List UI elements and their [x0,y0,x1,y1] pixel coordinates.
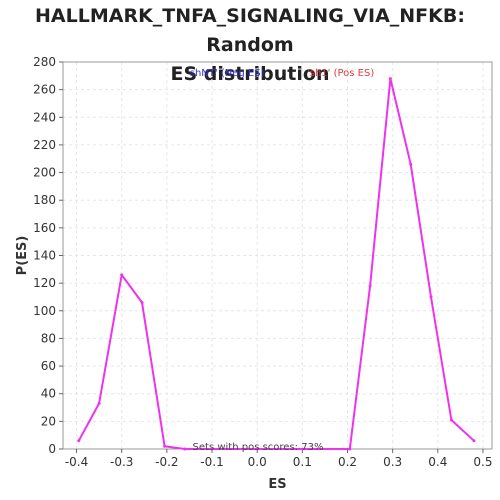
y-tick-label: 240 [33,110,56,124]
y-tick-label: 40 [41,387,56,401]
y-tick-label: 180 [33,193,56,207]
legend-entry-neg: 'shNT' (Neg ES) [187,68,265,79]
es-data-point [388,77,392,81]
es-data-point [140,300,144,304]
x-axis-label: ES [268,477,286,492]
legend-entry-pos: 'sh1' (Pos ES) [307,68,374,79]
y-tick-label: 20 [41,414,56,428]
es-data-point [163,444,167,448]
es-data-point [368,284,372,288]
y-tick-label: 280 [33,55,56,69]
es-data-point [348,447,352,451]
es-data-point [449,418,453,422]
x-tick-label: -0.4 [65,455,88,469]
es-data-point [183,447,187,451]
y-tick-label: 80 [41,331,56,345]
x-tick-label: 0.1 [293,455,312,469]
es-series-line [77,77,475,450]
plot-area [62,61,493,450]
y-tick-label: 120 [33,276,56,290]
chart-title-line1: HALLMARK_TNFA_SIGNALING_VIA_NFKB: Random [35,5,465,56]
chart-title: HALLMARK_TNFA_SIGNALING_VIA_NFKB: Random… [0,2,500,89]
y-tick-label: 140 [33,249,56,263]
x-tick-label: -0.2 [155,455,178,469]
es-data-point [77,439,81,443]
y-tick-label: 260 [33,83,56,97]
x-tick-label: 0.3 [383,455,402,469]
x-tick-label: 0.4 [428,455,447,469]
y-axis-label: P(ES) [15,236,30,276]
y-tick-label: 160 [33,221,56,235]
y-tick-label: 100 [33,304,56,318]
chart-title-line2: ES distribution [170,63,330,85]
y-tick-label: 200 [33,166,56,180]
es-data-point [429,295,433,299]
es-data-point [97,401,101,405]
x-tick-label: 0.0 [248,455,267,469]
es-data-point [472,439,476,443]
axis-ticks: -0.4 -0.3 -0.2 -0.1 0.0 0.1 0.2 0.3 0.4 0.5 0 20 40 6… [33,55,492,469]
series-group [77,77,476,451]
es-data-point [409,162,413,166]
y-tick-label: 0 [48,442,56,456]
grid-lines [63,61,492,450]
pos-scores-annotation: Sets with pos scores: 73% [193,442,324,453]
y-tick-label: 60 [41,359,56,373]
x-tick-label: 0.5 [473,455,492,469]
x-tick-label: -0.1 [200,455,223,469]
x-tick-label: 0.2 [338,455,357,469]
es-data-point [120,273,124,277]
x-tick-label: -0.3 [110,455,133,469]
y-tick-label: 220 [33,138,56,152]
